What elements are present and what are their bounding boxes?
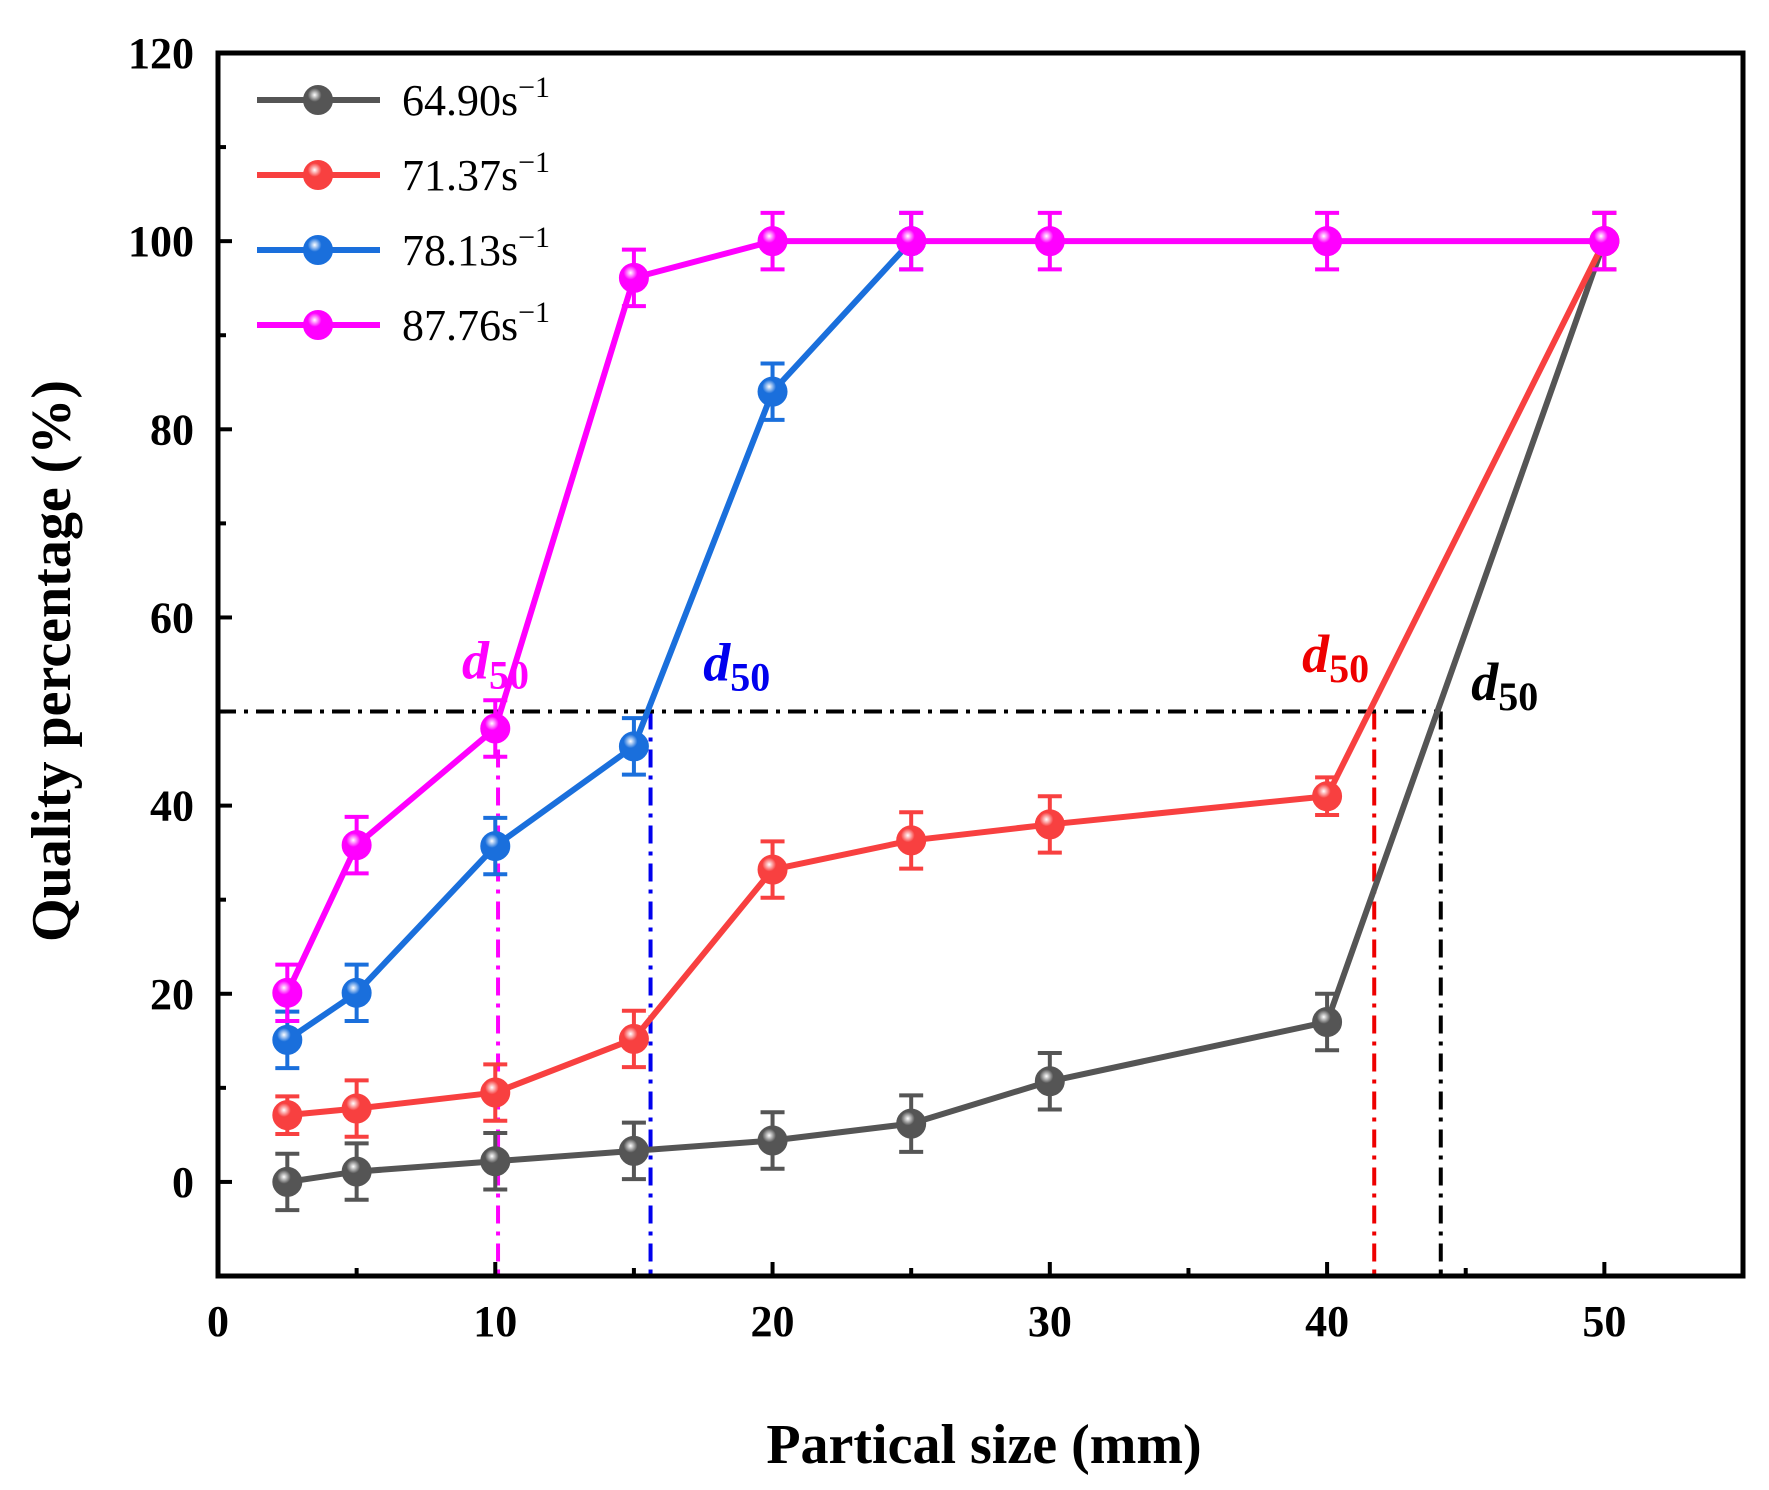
data-point <box>272 1024 303 1055</box>
data-point <box>618 1135 649 1166</box>
axes: 0 10 20 30 40 50 0 20 40 60 80 100 120 <box>128 29 1746 1346</box>
data-point <box>341 830 372 861</box>
y-tick-label: 120 <box>128 29 194 78</box>
data-point <box>272 977 303 1008</box>
data-point <box>341 1156 372 1187</box>
data-point <box>896 825 927 856</box>
legend-label: 78.13s−1 <box>402 221 550 275</box>
legend-marker <box>303 85 333 115</box>
data-point <box>1034 226 1065 257</box>
data-point <box>1034 809 1065 840</box>
d50-label: d50 <box>1471 652 1538 719</box>
legend-marker <box>303 235 333 265</box>
data-point <box>1312 781 1343 812</box>
y-tick-label: 80 <box>150 405 194 454</box>
data-point <box>757 376 788 407</box>
y-tick-label: 40 <box>150 782 194 831</box>
data-point <box>480 713 511 744</box>
legend-label: 64.90s−1 <box>402 71 550 125</box>
data-point <box>1034 1066 1065 1097</box>
data-point <box>618 1023 649 1054</box>
series-line <box>284 238 1605 995</box>
x-tick-label: 20 <box>751 1297 795 1346</box>
legend-label: 87.76s−1 <box>402 296 550 350</box>
y-tick-label: 60 <box>150 593 194 642</box>
data-point <box>1312 226 1343 257</box>
legend-marker <box>303 160 333 190</box>
data-point <box>272 1100 303 1131</box>
series-line <box>285 239 914 1043</box>
data-point <box>618 262 649 293</box>
data-point <box>341 977 372 1008</box>
d50-label: d50 <box>703 632 770 699</box>
data-point <box>896 1108 927 1139</box>
data-point <box>480 1146 511 1177</box>
data-point <box>896 226 927 257</box>
d50-label: d50 <box>1302 624 1369 691</box>
d50-annotations: d50 d50 d50 d50 <box>462 624 1538 719</box>
data-point <box>618 731 649 762</box>
data-point <box>1589 226 1620 257</box>
data-point <box>480 1077 511 1108</box>
x-axis-title: Partical size (mm) <box>766 1414 1201 1476</box>
legend: 64.90s−1 71.37s−1 78.13s−1 87.76s−1 <box>257 71 550 350</box>
data-series <box>272 210 1620 1213</box>
data-point <box>272 1166 303 1197</box>
plot-frame <box>215 50 1746 1279</box>
d50-label: d50 <box>462 631 529 698</box>
legend-label: 71.37s−1 <box>402 146 550 200</box>
y-tick-label: 0 <box>172 1158 194 1207</box>
data-point <box>757 1125 788 1156</box>
y-tick-label: 20 <box>150 970 194 1019</box>
data-point <box>1312 1006 1343 1037</box>
data-point <box>757 226 788 257</box>
y-tick-label: 100 <box>128 217 194 266</box>
x-tick-label: 30 <box>1028 1297 1072 1346</box>
x-tick-label: 0 <box>207 1297 229 1346</box>
y-axis-title: Quality percentage (%) <box>21 380 83 942</box>
legend-marker <box>303 310 333 340</box>
x-tick-label: 10 <box>473 1297 517 1346</box>
data-point <box>480 831 511 862</box>
x-tick-label: 40 <box>1305 1297 1349 1346</box>
d50-reference-lines <box>218 709 1443 1276</box>
x-tick-label: 50 <box>1582 1297 1626 1346</box>
data-point <box>341 1093 372 1124</box>
data-point <box>757 854 788 885</box>
